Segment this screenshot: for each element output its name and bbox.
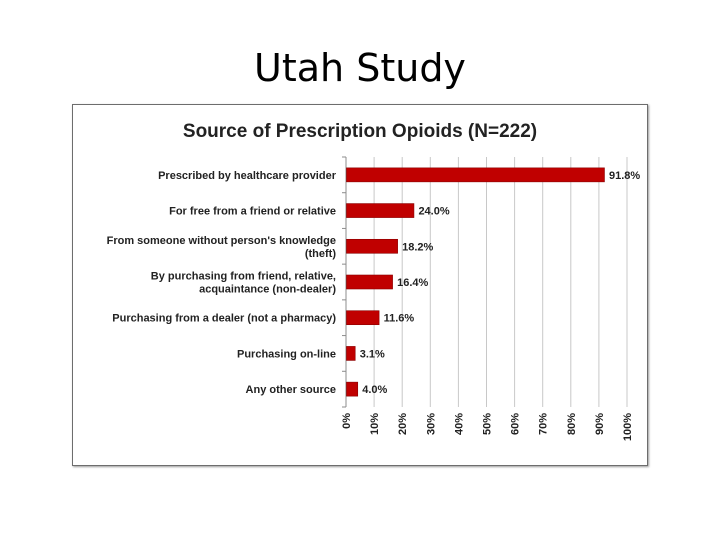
data-label: 24.0% — [418, 206, 449, 218]
category-label: Any other source — [246, 384, 336, 396]
x-tick-label: 20% — [397, 413, 409, 435]
category-label: (theft) — [305, 248, 336, 260]
bar-chart: Source of Prescription Opioids (N=222) 9… — [107, 121, 641, 441]
bar — [346, 381, 359, 397]
bars — [346, 167, 605, 397]
category-label: acquaintance (non-dealer) — [199, 284, 336, 296]
bar — [346, 238, 398, 254]
data-label: 11.6% — [384, 313, 415, 325]
x-tick-label: 90% — [594, 413, 606, 435]
x-tick-label: 100% — [622, 413, 634, 441]
chart-frame: Source of Prescription Opioids (N=222) 9… — [72, 104, 648, 466]
gridlines — [342, 156, 628, 408]
category-label: By purchasing from friend, relative, — [151, 271, 336, 283]
x-tick-label: 70% — [538, 413, 550, 435]
category-label: For free from a friend or relative — [169, 206, 336, 218]
category-label: Purchasing on-line — [237, 348, 336, 360]
x-tick-label: 30% — [425, 413, 437, 435]
x-tick-label: 50% — [482, 413, 494, 435]
category-label: Prescribed by healthcare provider — [158, 170, 337, 182]
x-tick-labels: 0% 10% 20% 30% 40% 50% 60% 70% 80% 90% 100% — [341, 413, 634, 441]
x-tick-label: 80% — [566, 413, 578, 435]
data-label: 91.8% — [609, 170, 640, 182]
data-label: 4.0% — [362, 384, 387, 396]
x-tick-label: 0% — [341, 413, 353, 429]
x-tick-label: 40% — [453, 413, 465, 435]
chart-title: Source of Prescription Opioids (N=222) — [183, 121, 537, 142]
bar — [346, 346, 356, 361]
bar — [346, 310, 380, 326]
data-label: 16.4% — [397, 277, 428, 289]
category-labels: Prescribed by healthcare provider For fre… — [107, 170, 337, 396]
category-label: From someone without person's knowledge — [107, 235, 336, 247]
x-tick-label: 10% — [369, 413, 381, 435]
x-tick-label: 60% — [510, 413, 522, 435]
data-label: 18.2% — [402, 241, 433, 253]
bar — [346, 203, 415, 218]
slide-title: Utah Study — [254, 46, 466, 90]
bar — [346, 274, 393, 290]
data-labels: 91.8% 24.0% 18.2% 16.4% 11.6% 3.1% 4.0% — [360, 170, 641, 396]
bar — [346, 167, 605, 183]
data-label: 3.1% — [360, 348, 385, 360]
category-label: Purchasing from a dealer (not a pharmacy… — [112, 313, 336, 325]
